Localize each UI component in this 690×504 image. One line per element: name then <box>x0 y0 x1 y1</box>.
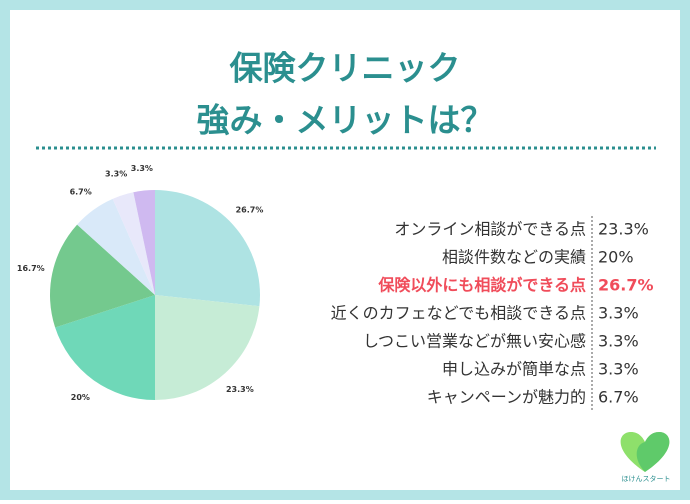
list-label: しつこい営業などが無い安心感 <box>363 332 586 351</box>
list-value: 3.3% <box>598 304 639 323</box>
list-value: 20% <box>598 248 634 267</box>
slice-label: 20% <box>71 393 90 402</box>
list-value: 23.3% <box>598 220 649 239</box>
pie-slice <box>155 295 260 400</box>
list-value: 26.7% <box>598 276 654 295</box>
pie-slice <box>77 198 155 295</box>
pie-slice <box>55 295 155 400</box>
logo-text: ほけんスタート <box>622 474 671 483</box>
pie-slice <box>155 190 260 307</box>
list-label: オンライン相談ができる点 <box>394 220 586 239</box>
slice-label: 26.7% <box>236 206 264 215</box>
pie-slice <box>133 190 155 295</box>
pie-slice <box>112 192 155 295</box>
list-label: 近くのカフェなどでも相談できる点 <box>331 304 586 323</box>
list-value: 6.7% <box>598 388 639 407</box>
title-line: 強み・メリットは？ <box>197 101 494 140</box>
logo-icon <box>636 432 670 472</box>
slice-label: 23.3% <box>226 385 254 394</box>
slice-label: 3.3% <box>105 170 127 179</box>
list-label: 保険以外にも相談ができる点 <box>377 276 586 295</box>
pie-slice <box>50 224 156 328</box>
slice-label: 16.7% <box>17 264 45 273</box>
slice-label: 3.3% <box>131 164 153 173</box>
list-value: 3.3% <box>598 360 639 379</box>
list-label: 相談件数などの実績 <box>442 248 586 267</box>
list-label: 申し込みが簡単な点 <box>442 360 586 379</box>
list-value: 3.3% <box>598 332 639 351</box>
list-label: キャンペーンが魅力的 <box>427 388 586 407</box>
slice-label: 6.7% <box>70 188 92 197</box>
title-line: 保険クリニック <box>230 49 461 88</box>
